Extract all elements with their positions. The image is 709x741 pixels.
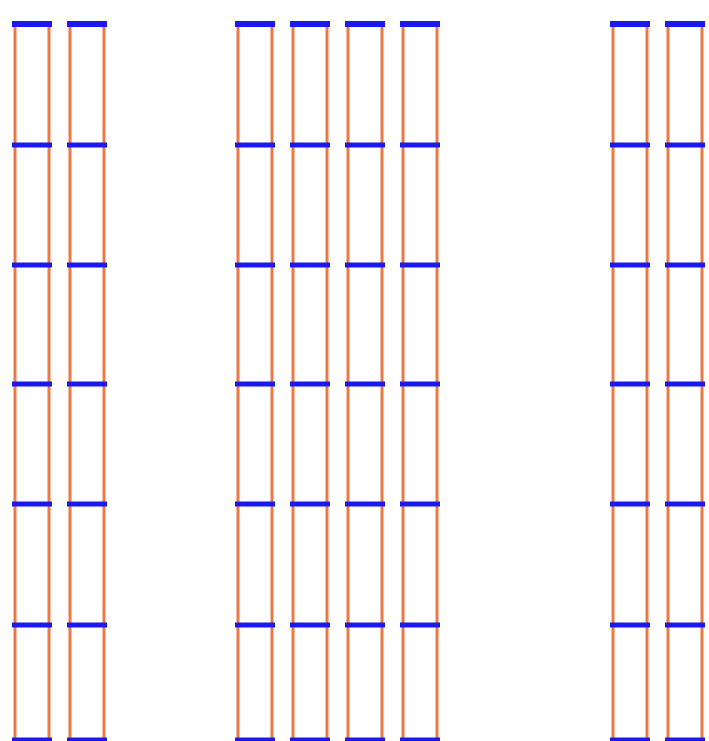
group-left [12,21,107,741]
ladder-column [235,21,275,741]
ladder-column [400,21,440,741]
ladder-column [12,21,52,741]
ladder-column [345,21,385,741]
columns-layer [12,21,705,741]
ladder-column [610,21,650,741]
ladder-column [290,21,330,741]
group-right [610,21,705,741]
group-middle [235,21,440,741]
ladder-column [665,21,705,741]
ladder-column [67,21,107,741]
